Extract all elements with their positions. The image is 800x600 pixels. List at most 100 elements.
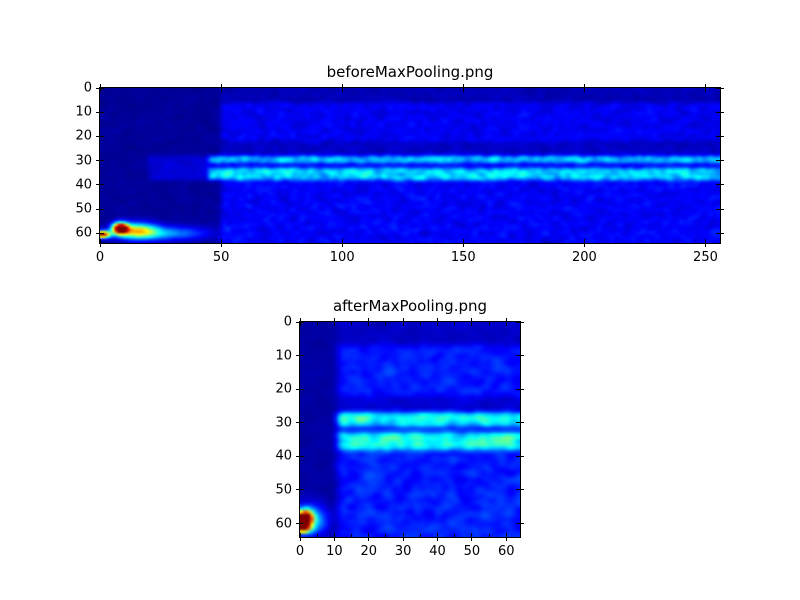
plot-area: 0 10 20 30 40 50 60 0 10 20 30 40 50 60 (275, 315, 524, 559)
x-tick-label: 40 (429, 544, 446, 559)
tick-mark (704, 239, 706, 247)
tick-mark (716, 184, 724, 186)
tick-mark (96, 160, 104, 162)
heatmap-image (300, 322, 520, 537)
tick-mark (296, 489, 304, 491)
tick-mark (402, 318, 404, 326)
x-tick-label: 20 (360, 544, 378, 559)
tick-mark (516, 455, 524, 457)
y-tick-label: 20 (75, 128, 92, 144)
tick-mark (716, 135, 724, 137)
tick-mark (516, 489, 524, 491)
tick-mark (716, 232, 724, 234)
y-tick-label: 60 (75, 225, 92, 241)
x-tick-label: 30 (394, 544, 412, 559)
y-tick-label: 10 (75, 104, 92, 120)
y-tick-label: 10 (275, 348, 292, 364)
tick-mark (96, 87, 104, 89)
tick-mark (516, 422, 524, 424)
y-tick-label: 60 (275, 516, 292, 532)
tick-mark (488, 322, 490, 325)
tick-mark (296, 388, 304, 390)
y-tick-label: 40 (75, 177, 92, 193)
tick-mark (296, 321, 304, 323)
x-tick-label: 10 (326, 544, 343, 559)
tick-mark (351, 534, 353, 537)
tick-mark (462, 84, 464, 92)
tick-mark (296, 455, 304, 457)
tick-mark (296, 523, 304, 525)
tick-mark (716, 87, 724, 89)
tick-mark (437, 533, 438, 541)
tick-mark (419, 322, 421, 325)
tick-mark (471, 318, 473, 326)
tick-mark (96, 135, 104, 137)
x-tick-label: 50 (212, 250, 230, 265)
tick-mark (220, 239, 222, 247)
tick-mark (716, 111, 724, 113)
tick-mark (454, 322, 456, 325)
tick-mark (462, 239, 464, 247)
x-tick-label: 200 (571, 250, 597, 265)
chart-title: beforeMaxPooling.png (326, 63, 494, 81)
plot-area: 0 50 100 150 200 250 0 10 20 30 40 50 60 (75, 81, 724, 265)
tick-mark (704, 84, 706, 92)
tick-mark (505, 533, 507, 541)
y-tick-label: 30 (75, 153, 92, 169)
y-tick-label: 50 (75, 201, 92, 217)
tick-mark (454, 534, 456, 537)
tick-mark (716, 208, 724, 210)
y-tick-label: 0 (83, 80, 92, 96)
y-tick-label: 0 (283, 314, 292, 330)
tick-mark (437, 318, 438, 326)
tick-mark (333, 318, 335, 326)
y-tick-label: 30 (275, 415, 292, 431)
tick-mark (99, 239, 101, 247)
tick-mark (419, 534, 421, 537)
tick-mark (296, 422, 304, 424)
tick-mark (516, 355, 524, 357)
tick-mark (471, 533, 473, 541)
tick-mark (385, 534, 387, 537)
tick-mark (341, 239, 343, 247)
tick-mark (516, 388, 524, 390)
tick-mark (402, 533, 404, 541)
x-tick-label: 100 (329, 250, 355, 265)
x-tick-label: 50 (463, 544, 481, 559)
tick-mark (583, 239, 585, 247)
tick-mark (351, 322, 353, 325)
tick-mark (96, 111, 104, 113)
heatmap-image (100, 88, 720, 243)
y-tick-label: 50 (275, 482, 292, 498)
tick-mark (316, 534, 318, 537)
tick-mark (296, 355, 304, 357)
x-tick-label: 250 (693, 250, 718, 265)
tick-mark (96, 208, 104, 210)
tick-mark (716, 160, 724, 162)
x-tick-label: 60 (497, 544, 515, 559)
tick-mark (368, 318, 370, 326)
tick-mark (385, 322, 387, 325)
tick-mark (220, 84, 222, 92)
tick-mark (299, 533, 301, 541)
tick-mark (583, 84, 585, 92)
y-tick-label: 40 (275, 448, 292, 464)
chart-title: afterMaxPooling.png (332, 297, 488, 315)
tick-mark (516, 321, 524, 323)
tick-mark (488, 534, 490, 537)
tick-mark (96, 184, 104, 186)
tick-mark (516, 523, 524, 525)
tick-mark (333, 533, 335, 541)
x-tick-label: 150 (450, 250, 476, 265)
tick-mark (505, 318, 507, 326)
x-tick-label: 0 (95, 250, 105, 265)
tick-mark (368, 533, 370, 541)
tick-mark (96, 232, 104, 234)
tick-mark (341, 84, 343, 92)
y-tick-label: 20 (275, 381, 292, 397)
x-tick-label: 0 (295, 544, 305, 559)
tick-mark (316, 322, 318, 325)
